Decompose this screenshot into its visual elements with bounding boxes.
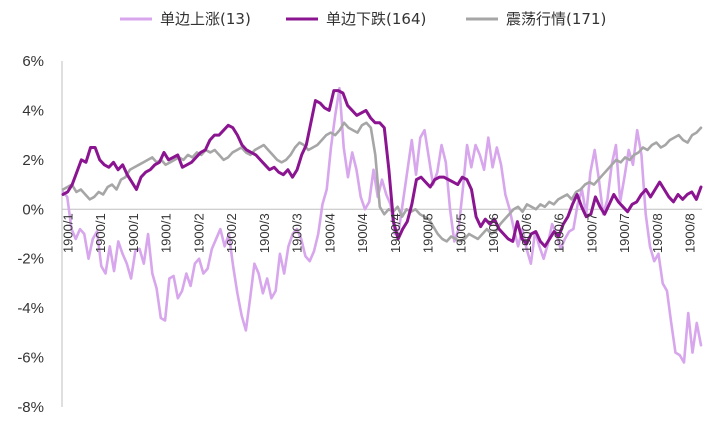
x-tick-label: 1900/7: [617, 213, 632, 253]
x-axis-ticks: 1900/1 1900/1 1900/1 1900/1 1900/2 1900/2 1900…: [61, 213, 698, 253]
y-tick-label: 4%: [22, 102, 44, 119]
x-tick-label: 1900/7: [584, 213, 599, 253]
y-tick-label: -4%: [17, 300, 44, 317]
x-tick-label: 1900/5: [453, 213, 468, 253]
legend-item-2: 单边下跌(164): [286, 10, 426, 28]
x-tick-label: 1900/3: [290, 213, 305, 253]
x-tick-label: 1900/1: [61, 213, 76, 253]
legend-item-3: 震荡行情(171): [466, 10, 606, 28]
y-axis-ticks: -8% -6% -4% -2% 0% 2% 4% 6%: [17, 53, 44, 416]
y-tick-label: -6%: [17, 350, 44, 367]
y-tick-label: 2%: [22, 152, 44, 169]
y-tick-label: 6%: [22, 53, 44, 70]
x-tick-label: 1900/6: [552, 213, 567, 253]
x-tick-label: 1900/2: [224, 213, 239, 253]
x-tick-label: 1900/4: [322, 213, 337, 253]
x-tick-label: 1900/4: [388, 213, 403, 253]
x-tick-label: 1900/8: [650, 213, 665, 253]
series-line-1: [61, 86, 703, 364]
series-line-2: [61, 89, 703, 248]
legend-item-1: 单边上涨(13): [120, 10, 251, 28]
x-tick-label: 1900/6: [519, 213, 534, 253]
y-tick-label: 0%: [22, 201, 44, 218]
x-tick-label: 1900/2: [191, 213, 206, 253]
x-tick-label: 1900/3: [257, 213, 272, 253]
x-tick-label: 1900/1: [93, 213, 108, 253]
x-tick-label: 1900/8: [683, 213, 698, 253]
x-tick-label: 1900/6: [486, 213, 501, 253]
legend-label: 单边上涨(13): [160, 10, 251, 28]
x-tick-label: 1900/4: [355, 213, 370, 253]
series-line-3: [61, 121, 703, 243]
y-tick-label: -8%: [17, 399, 44, 416]
legend: 单边上涨(13) 单边下跌(164) 震荡行情(171): [120, 10, 606, 28]
x-tick-label: 1900/1: [159, 213, 174, 253]
legend-label: 震荡行情(171): [506, 10, 606, 28]
legend-label: 单边下跌(164): [326, 10, 426, 28]
series-lines: [61, 86, 703, 364]
x-tick-label: 1900/5: [421, 213, 436, 253]
x-tick-label: 1900/1: [126, 213, 141, 253]
y-tick-label: -2%: [17, 251, 44, 268]
